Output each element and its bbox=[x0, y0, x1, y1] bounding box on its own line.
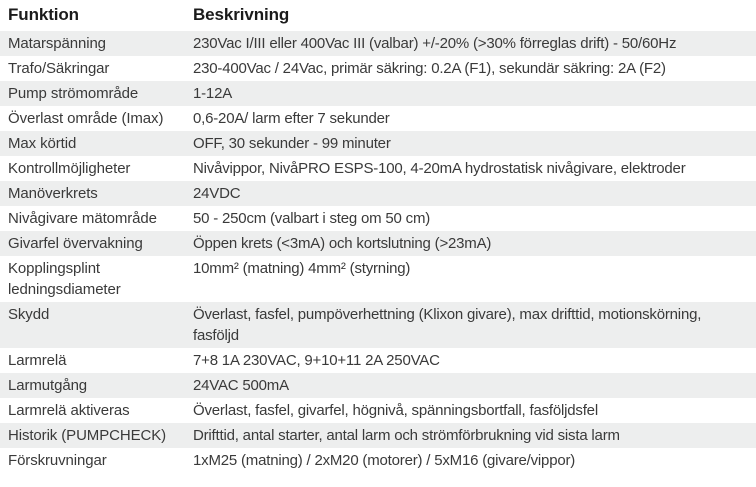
beskrivning-cell: Överlast, fasfel, givarfel, högnivå, spä… bbox=[185, 398, 756, 423]
beskrivning-cell: 10mm² (matning) 4mm² (styrning) bbox=[185, 256, 756, 302]
funktion-cell: Kontrollmöjligheter bbox=[0, 156, 185, 181]
table-row: Överlast område (Imax) 0,6-20A/ larm eft… bbox=[0, 106, 756, 131]
funktion-cell: Överlast område (Imax) bbox=[0, 106, 185, 131]
table-row: Kopplingsplint ledningsdiameter 10mm² (m… bbox=[0, 256, 756, 302]
column-header-beskrivning: Beskrivning bbox=[193, 5, 290, 24]
funktion-cell: Skydd bbox=[0, 302, 185, 348]
beskrivning-cell: 230Vac I/III eller 400Vac III (valbar) +… bbox=[185, 31, 756, 56]
funktion-cell: Förskruvningar bbox=[0, 448, 185, 473]
table-row: Skydd Överlast, fasfel, pumpöverhettning… bbox=[0, 302, 756, 348]
table-row: Pump strömområde 1-12A bbox=[0, 81, 756, 106]
beskrivning-cell: Nivåvippor, NivåPRO ESPS-100, 4-20mA hyd… bbox=[185, 156, 756, 181]
table-row: Larmrelä 7+8 1A 230VAC, 9+10+11 2A 250VA… bbox=[0, 348, 756, 373]
table-row: Matarspänning 230Vac I/III eller 400Vac … bbox=[0, 31, 756, 56]
header-row: Funktion Beskrivning bbox=[0, 0, 756, 31]
beskrivning-cell: Överlast, fasfel, pumpöverhettning (Klix… bbox=[185, 302, 756, 348]
specification-table: Funktion Beskrivning Matarspänning 230Va… bbox=[0, 0, 756, 473]
table-row: Förskruvningar 1xM25 (matning) / 2xM20 (… bbox=[0, 448, 756, 473]
funktion-cell: Matarspänning bbox=[0, 31, 185, 56]
table-row: Larmrelä aktiveras Överlast, fasfel, giv… bbox=[0, 398, 756, 423]
table-row: Manöverkrets 24VDC bbox=[0, 181, 756, 206]
funktion-cell: Givarfel övervakning bbox=[0, 231, 185, 256]
beskrivning-cell: Drifttid, antal starter, antal larm och … bbox=[185, 423, 756, 448]
beskrivning-cell: 230-400Vac / 24Vac, primär säkring: 0.2A… bbox=[185, 56, 756, 81]
table-header: Funktion Beskrivning bbox=[0, 0, 756, 31]
table-row: Givarfel övervakning Öppen krets (<3mA) … bbox=[0, 231, 756, 256]
beskrivning-cell: Öppen krets (<3mA) och kortslutning (>23… bbox=[185, 231, 756, 256]
funktion-cell: Nivågivare mätområde bbox=[0, 206, 185, 231]
table-row: Max körtid OFF, 30 sekunder - 99 minuter bbox=[0, 131, 756, 156]
table-row: Kontrollmöjligheter Nivåvippor, NivåPRO … bbox=[0, 156, 756, 181]
funktion-cell: Larmrelä bbox=[0, 348, 185, 373]
funktion-cell: Kopplingsplint ledningsdiameter bbox=[0, 256, 185, 302]
funktion-cell: Pump strömområde bbox=[0, 81, 185, 106]
beskrivning-cell: 1xM25 (matning) / 2xM20 (motorer) / 5xM1… bbox=[185, 448, 756, 473]
beskrivning-cell: 0,6-20A/ larm efter 7 sekunder bbox=[185, 106, 756, 131]
funktion-cell: Manöverkrets bbox=[0, 181, 185, 206]
table-row: Historik (PUMPCHECK) Drifttid, antal sta… bbox=[0, 423, 756, 448]
beskrivning-cell: 24VDC bbox=[185, 181, 756, 206]
beskrivning-cell: 7+8 1A 230VAC, 9+10+11 2A 250VAC bbox=[185, 348, 756, 373]
table-row: Larmutgång 24VAC 500mA bbox=[0, 373, 756, 398]
column-header-funktion: Funktion bbox=[8, 5, 79, 24]
beskrivning-cell: 50 - 250cm (valbart i steg om 50 cm) bbox=[185, 206, 756, 231]
beskrivning-cell: OFF, 30 sekunder - 99 minuter bbox=[185, 131, 756, 156]
funktion-cell: Max körtid bbox=[0, 131, 185, 156]
funktion-cell: Larmutgång bbox=[0, 373, 185, 398]
beskrivning-cell: 1-12A bbox=[185, 81, 756, 106]
funktion-cell: Trafo/Säkringar bbox=[0, 56, 185, 81]
table-body: Matarspänning 230Vac I/III eller 400Vac … bbox=[0, 31, 756, 473]
funktion-cell: Historik (PUMPCHECK) bbox=[0, 423, 185, 448]
table-row: Nivågivare mätområde 50 - 250cm (valbart… bbox=[0, 206, 756, 231]
beskrivning-cell: 24VAC 500mA bbox=[185, 373, 756, 398]
table-row: Trafo/Säkringar 230-400Vac / 24Vac, prim… bbox=[0, 56, 756, 81]
funktion-cell: Larmrelä aktiveras bbox=[0, 398, 185, 423]
